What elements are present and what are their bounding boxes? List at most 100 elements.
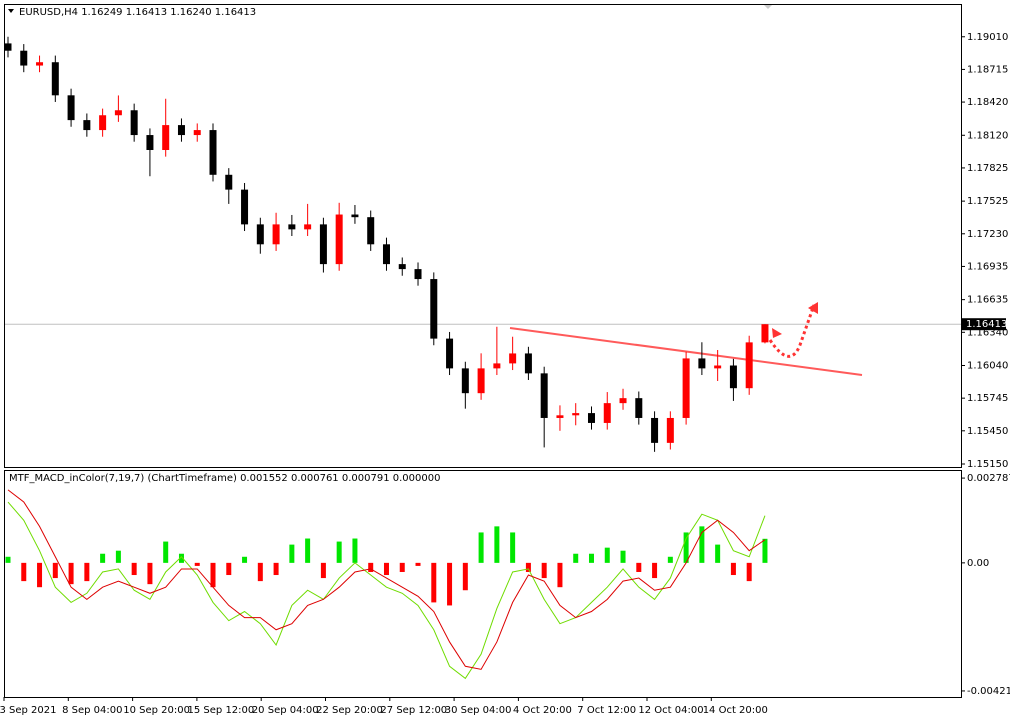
histogram-bar [257,562,263,582]
histogram-bar [336,541,342,563]
candle-body [114,110,122,116]
histogram-bar [226,562,232,576]
candle-body [446,338,454,369]
x-tick-label: 20 Sep 04:00 [252,705,319,716]
histogram-bar [415,562,421,566]
x-tick-label: 7 Oct 12:00 [577,705,636,716]
histogram-bar [37,562,43,588]
histogram-bar [762,538,768,563]
histogram-bar [320,562,326,579]
histogram-bar [620,550,626,563]
histogram-bar [715,544,721,563]
trend-line [509,327,863,376]
candle-body [288,224,296,230]
candle-body [382,244,390,265]
indicator-line [7,501,766,680]
x-tick-label: 30 Sep 04:00 [445,705,512,716]
histogram-bar [305,538,311,563]
histogram-bar [352,538,358,563]
histogram-bar [210,562,216,588]
candle-body [509,353,517,364]
histogram-bar [746,562,752,582]
y-tick-label: 1.16935 [967,261,1008,272]
histogram-bar [399,562,405,572]
histogram-bar [557,562,563,588]
candle-body [603,403,611,423]
price-panel [4,4,962,468]
candle-body [241,189,249,225]
candle-body [36,62,44,66]
candle-body [335,214,343,265]
last-price-box [962,318,1006,331]
y-tick-label: 1.17525 [967,196,1008,207]
candle-body [398,264,406,270]
x-tick-label: 12 Oct 04:00 [638,705,703,716]
x-tick-label: 10 Sep 20:00 [123,705,190,716]
x-tick-label: 4 Oct 20:00 [513,705,572,716]
candle-body [477,368,485,394]
shift-marker [764,5,772,9]
indicator-line [7,489,766,670]
histogram-bar [604,547,610,563]
histogram-bar [525,562,531,572]
menu-triangle[interactable] [8,9,14,13]
candle-body [51,62,59,96]
candle-body [4,43,12,51]
x-tick-label: 14 Oct 20:00 [703,705,768,716]
candle-body [414,269,422,280]
histogram-bar [730,562,736,576]
candle-body [130,110,138,136]
histogram-bar [510,532,516,563]
y-tick-label: 1.17825 [967,163,1008,174]
candle-body [146,135,154,150]
y-tick-label: 1.15150 [967,459,1008,470]
histogram-bar [21,562,27,582]
x-tick-label: 27 Sep 12:00 [380,705,447,716]
indicator-panel [4,470,962,698]
forecast-arrow [768,304,816,358]
histogram-bar [147,562,153,585]
candle-body [714,365,722,369]
candle-body [540,373,548,418]
candle-body [225,174,233,190]
histogram-bar [100,553,106,563]
y-tick-label: 1.16340 [967,327,1008,338]
candle-body [209,130,217,175]
indicator-header: MTF_MACD_inColor(7,19,7) (ChartTimeframe… [9,473,440,484]
candle-body [193,130,201,136]
candle-body [67,95,75,121]
histogram-bar [667,556,673,563]
histogram-bar [163,541,169,563]
candle-body [635,398,643,418]
forecast-arrow-tail [772,328,782,338]
y-tick-label: 1.17230 [967,229,1008,240]
candle-body [20,50,28,66]
histogram-bar [68,562,74,585]
histogram-bar [115,550,121,563]
histogram-bar [431,562,437,603]
candle-body [493,363,501,369]
histogram-bar [541,562,547,579]
candle-body [761,324,769,343]
candle-body [682,358,690,418]
histogram-bar [478,532,484,563]
y-tick-label: 1.16635 [967,295,1008,306]
candle-body [272,224,280,245]
x-tick-label: 3 Sep 2021 [0,705,57,716]
y-tick-label: 0.00 [967,558,989,569]
candle-body [319,224,327,265]
candle-body [461,368,469,394]
candle-body [729,365,737,389]
histogram-bar [573,553,579,563]
y-tick-label: 0.002787 [967,473,1010,484]
y-tick-label: 1.19010 [967,32,1008,43]
last-price-label: 1.16413 [966,319,1007,330]
histogram-bar [636,562,642,572]
y-tick-label: 1.15450 [967,426,1008,437]
candle-body [619,398,627,404]
histogram-bar [588,553,594,563]
candle-body [304,224,312,230]
histogram-bar [652,562,658,579]
